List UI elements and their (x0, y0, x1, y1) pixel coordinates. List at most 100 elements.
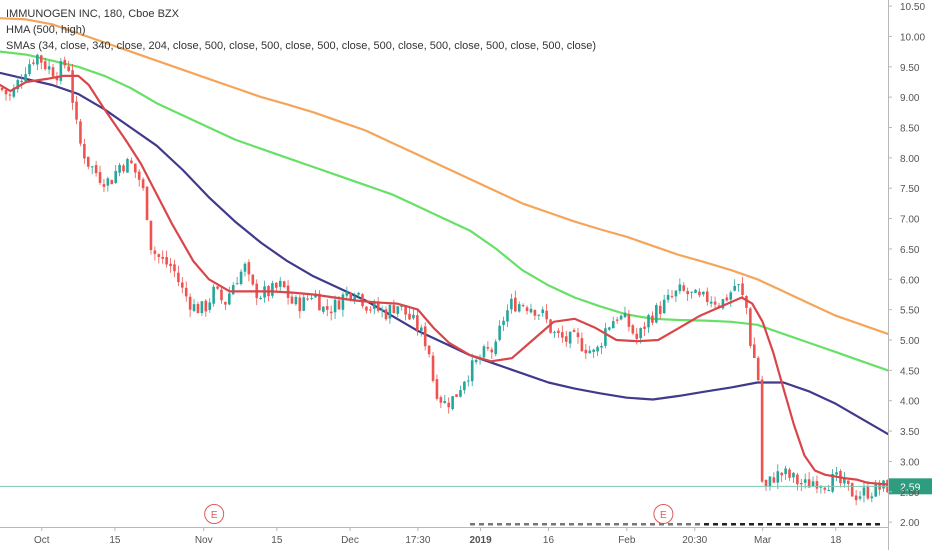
hma-line (0, 74, 890, 486)
candle-body (412, 314, 415, 319)
candle-body (0, 87, 4, 91)
session-marker (560, 523, 565, 526)
candle-body (588, 350, 592, 354)
candle-body (682, 285, 686, 291)
candle-body (482, 346, 486, 358)
x-tick-label: Oct (34, 535, 50, 546)
session-marker (704, 523, 709, 526)
session-marker (821, 523, 826, 526)
y-tick-label: 8.50 (900, 124, 920, 135)
candle-body (776, 471, 780, 483)
session-marker (848, 523, 853, 526)
candle-body (847, 480, 850, 485)
candle-body (568, 331, 572, 344)
candle-body (396, 306, 400, 314)
candle-body (51, 67, 55, 77)
candle-body (114, 171, 118, 183)
session-marker (578, 523, 583, 526)
candle-body (561, 332, 564, 338)
candle-body (71, 70, 74, 103)
candle-body (4, 89, 8, 95)
candle-body (239, 271, 243, 284)
session-marker (722, 523, 727, 526)
session-marker (605, 523, 610, 526)
x-tick-label: Feb (618, 535, 636, 546)
candle-body (514, 297, 517, 312)
candle-body (529, 308, 533, 313)
candle-body (79, 121, 82, 144)
candle-body (181, 282, 184, 288)
indicator-hma-label: HMA (500, high) (6, 24, 86, 36)
candle-body (388, 304, 392, 319)
candle-body (36, 54, 39, 65)
candle-body (130, 160, 133, 164)
candle-body (756, 357, 760, 381)
candle-body (329, 311, 333, 314)
candle-body (600, 345, 603, 348)
candle-body (690, 291, 693, 293)
session-marker (803, 523, 808, 526)
candle-body (651, 315, 654, 323)
candle-body (627, 314, 631, 327)
candle-body (572, 330, 576, 332)
y-tick-label: 2.00 (900, 518, 920, 529)
candle-body (870, 496, 874, 499)
session-marker (740, 523, 745, 526)
candle-body (545, 310, 548, 320)
candle-body (745, 295, 748, 308)
candle-body (204, 300, 208, 312)
candle-body (12, 87, 16, 97)
candle-body (803, 479, 807, 483)
candle-body (67, 66, 70, 72)
candle-body (541, 309, 545, 314)
session-marker (758, 523, 763, 526)
session-marker (830, 523, 835, 526)
candle-body (502, 320, 505, 326)
candle-body (16, 80, 20, 90)
y-tick-label: 10.00 (900, 32, 925, 43)
candle-body (20, 80, 23, 82)
candle-body (376, 302, 380, 311)
session-marker (785, 523, 790, 526)
candle-body (647, 315, 650, 328)
candle-body (694, 289, 697, 293)
session-marker (641, 523, 646, 526)
candle-body (592, 349, 595, 352)
session-marker (497, 523, 502, 526)
candle-body (780, 472, 784, 476)
session-marker (533, 523, 538, 526)
candle-body (243, 263, 247, 272)
candle-body (772, 477, 776, 483)
candle-body (275, 282, 278, 288)
candle-body (102, 184, 106, 187)
candle-body (741, 283, 744, 295)
candle-body (32, 62, 35, 64)
candle-body (439, 397, 443, 403)
session-marker (551, 523, 556, 526)
candle-body (392, 305, 396, 314)
overlays: 2.59 E E (0, 478, 932, 524)
candle-body (525, 307, 529, 311)
candle-body (709, 301, 713, 304)
session-marker (713, 523, 718, 526)
candle-body (24, 74, 27, 82)
candle-body (43, 61, 47, 70)
session-marker (587, 523, 592, 526)
candle-body (435, 379, 439, 399)
candle-body (466, 380, 470, 382)
candle-body (749, 308, 752, 346)
candle-body (721, 299, 725, 309)
session-marker (839, 523, 844, 526)
session-marker (749, 523, 754, 526)
session-marker (470, 523, 475, 526)
y-tick-label: 2.50 (900, 488, 920, 499)
candle-body (110, 180, 114, 185)
candle-body (341, 294, 345, 310)
candle-body (878, 484, 881, 490)
candle-body (521, 305, 525, 307)
candle-body (670, 296, 674, 298)
candle-body (408, 313, 411, 320)
session-marker (686, 523, 691, 526)
candle-body (157, 254, 161, 257)
candle-body (318, 293, 321, 311)
